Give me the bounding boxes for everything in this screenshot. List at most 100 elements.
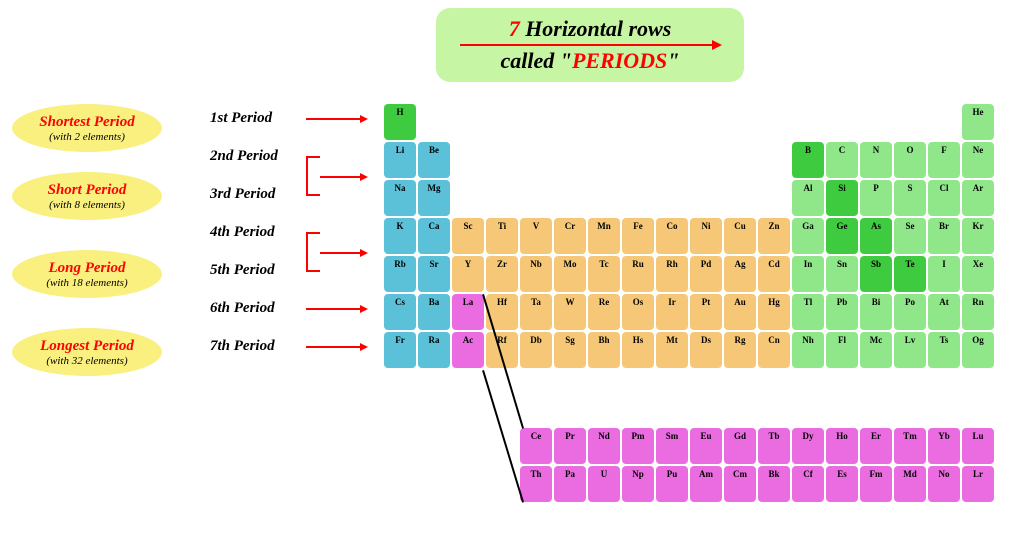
title-arrow xyxy=(460,44,720,46)
badge-sub: (with 18 elements) xyxy=(46,277,127,289)
element-Ac: Ac xyxy=(452,332,484,368)
element-Gd: Gd xyxy=(724,428,756,464)
badge-title: Long Period xyxy=(48,260,125,277)
element-Ag: Ag xyxy=(724,256,756,292)
element-Er: Er xyxy=(860,428,892,464)
period-arrow-1 xyxy=(306,308,366,310)
element-Kr: Kr xyxy=(962,218,994,254)
title-periods: PERIODS xyxy=(572,48,667,73)
period-bracket-1 xyxy=(306,232,320,272)
element-C: C xyxy=(826,142,858,178)
element-Zn: Zn xyxy=(758,218,790,254)
element-Hs: Hs xyxy=(622,332,654,368)
element-Ds: Ds xyxy=(690,332,722,368)
element-B: B xyxy=(792,142,824,178)
element-Po: Po xyxy=(894,294,926,330)
element-U: U xyxy=(588,466,620,502)
element-Pr: Pr xyxy=(554,428,586,464)
element-Cm: Cm xyxy=(724,466,756,502)
title-line2: called "PERIODS" xyxy=(460,48,720,74)
element-Bh: Bh xyxy=(588,332,620,368)
element-Si: Si xyxy=(826,180,858,216)
element-Fe: Fe xyxy=(622,218,654,254)
element-Pm: Pm xyxy=(622,428,654,464)
element-Fm: Fm xyxy=(860,466,892,502)
period-arrow-2 xyxy=(306,346,366,348)
element-Lv: Lv xyxy=(894,332,926,368)
element-Eu: Eu xyxy=(690,428,722,464)
element-Cs: Cs xyxy=(384,294,416,330)
element-Ta: Ta xyxy=(520,294,552,330)
period-badge-0: Shortest Period(with 2 elements) xyxy=(12,104,162,152)
period-label-2: 2nd Period xyxy=(210,148,278,165)
element-P: P xyxy=(860,180,892,216)
bracket-arrow-0 xyxy=(320,176,366,178)
element-Mn: Mn xyxy=(588,218,620,254)
element-Sg: Sg xyxy=(554,332,586,368)
element-Xe: Xe xyxy=(962,256,994,292)
badge-sub: (with 8 elements) xyxy=(49,199,125,211)
element-Li: Li xyxy=(384,142,416,178)
element-Es: Es xyxy=(826,466,858,502)
period-label-6: 6th Period xyxy=(210,300,275,317)
badge-title: Shortest Period xyxy=(39,114,134,131)
element-O: O xyxy=(894,142,926,178)
element-Bi: Bi xyxy=(860,294,892,330)
element-Nd: Nd xyxy=(588,428,620,464)
element-Ar: Ar xyxy=(962,180,994,216)
element-Cd: Cd xyxy=(758,256,790,292)
element-Lu: Lu xyxy=(962,428,994,464)
element-Be: Be xyxy=(418,142,450,178)
element-Ge: Ge xyxy=(826,218,858,254)
element-Lr: Lr xyxy=(962,466,994,502)
element-As: As xyxy=(860,218,892,254)
element-Md: Md xyxy=(894,466,926,502)
element-Tb: Tb xyxy=(758,428,790,464)
element-Sc: Sc xyxy=(452,218,484,254)
bracket-arrow-1 xyxy=(320,252,366,254)
element-V: V xyxy=(520,218,552,254)
title-line2-pre: called " xyxy=(500,48,571,73)
period-label-1: 1st Period xyxy=(210,110,272,127)
element-Cl: Cl xyxy=(928,180,960,216)
element-Rb: Rb xyxy=(384,256,416,292)
title-box: 7 Horizontal rows called "PERIODS" xyxy=(436,8,744,82)
element-Se: Se xyxy=(894,218,926,254)
element-Na: Na xyxy=(384,180,416,216)
badge-title: Short Period xyxy=(48,182,127,199)
element-H: H xyxy=(384,104,416,140)
element-F: F xyxy=(928,142,960,178)
element-At: At xyxy=(928,294,960,330)
element-Og: Og xyxy=(962,332,994,368)
element-Ne: Ne xyxy=(962,142,994,178)
fblock-connector-1 xyxy=(483,370,524,502)
element-Os: Os xyxy=(622,294,654,330)
element-I: I xyxy=(928,256,960,292)
element-Sb: Sb xyxy=(860,256,892,292)
element-S: S xyxy=(894,180,926,216)
element-Ce: Ce xyxy=(520,428,552,464)
element-Sn: Sn xyxy=(826,256,858,292)
period-arrow-0 xyxy=(306,118,366,120)
element-He: He xyxy=(962,104,994,140)
element-Sm: Sm xyxy=(656,428,688,464)
period-label-5: 5th Period xyxy=(210,262,275,279)
element-Ru: Ru xyxy=(622,256,654,292)
element-Cr: Cr xyxy=(554,218,586,254)
element-Mg: Mg xyxy=(418,180,450,216)
badge-sub: (with 2 elements) xyxy=(49,131,125,143)
element-Cu: Cu xyxy=(724,218,756,254)
title-line1-rest: Horizontal rows xyxy=(520,16,672,41)
element-Au: Au xyxy=(724,294,756,330)
element-Ba: Ba xyxy=(418,294,450,330)
element-Ca: Ca xyxy=(418,218,450,254)
period-label-3: 3rd Period xyxy=(210,186,275,203)
element-Pa: Pa xyxy=(554,466,586,502)
element-Ti: Ti xyxy=(486,218,518,254)
element-Ts: Ts xyxy=(928,332,960,368)
element-Dy: Dy xyxy=(792,428,824,464)
element-W: W xyxy=(554,294,586,330)
element-Yb: Yb xyxy=(928,428,960,464)
period-label-7: 7th Period xyxy=(210,338,275,355)
period-badge-2: Long Period(with 18 elements) xyxy=(12,250,162,298)
